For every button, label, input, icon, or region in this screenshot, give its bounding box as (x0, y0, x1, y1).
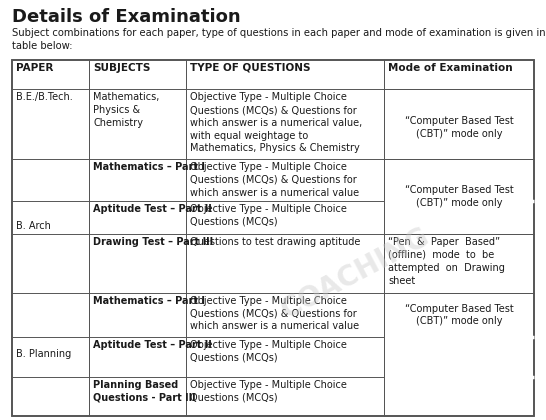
Text: Subject combinations for each paper, type of questions in each paper and mode of: Subject combinations for each paper, typ… (12, 28, 546, 51)
Text: SUBJECTS: SUBJECTS (93, 63, 151, 73)
Text: Mathematics – Part I: Mathematics – Part I (93, 162, 205, 172)
Text: COACHING: COACHING (276, 222, 434, 324)
Text: PAPER: PAPER (16, 63, 54, 73)
Text: Objective Type - Multiple Choice
Questions (MCQs): Objective Type - Multiple Choice Questio… (190, 204, 347, 227)
Text: “Computer Based Test
(CBT)” mode only: “Computer Based Test (CBT)” mode only (405, 304, 513, 326)
Text: B.E./B.Tech.: B.E./B.Tech. (16, 92, 73, 102)
Text: Questions to test drawing aptitude: Questions to test drawing aptitude (190, 237, 360, 247)
Text: “Computer Based Test
(CBT)” mode only: “Computer Based Test (CBT)” mode only (405, 116, 513, 139)
Text: B. Planning: B. Planning (16, 349, 71, 360)
Bar (12, 60, 534, 416)
Text: “Pen  &  Paper  Based”
(offline)  mode  to  be
attempted  on  Drawing
sheet: “Pen & Paper Based” (offline) mode to be… (388, 237, 505, 286)
Text: Objective Type - Multiple Choice
Questions (MCQs) & Questions for
which answer i: Objective Type - Multiple Choice Questio… (190, 162, 359, 198)
Text: Details of Examination: Details of Examination (12, 8, 241, 26)
Text: Mathematics – Part I: Mathematics – Part I (93, 296, 205, 306)
Text: Objective Type - Multiple Choice
Questions (MCQs): Objective Type - Multiple Choice Questio… (190, 340, 347, 363)
Text: Mode of Examination: Mode of Examination (388, 63, 513, 73)
Text: Objective Type - Multiple Choice
Questions (MCQs): Objective Type - Multiple Choice Questio… (190, 380, 347, 402)
Text: “Computer Based Test
(CBT)” mode only: “Computer Based Test (CBT)” mode only (405, 185, 513, 208)
Text: TYPE OF QUESTIONS: TYPE OF QUESTIONS (190, 63, 310, 73)
Text: Mathematics,
Physics &
Chemistry: Mathematics, Physics & Chemistry (93, 92, 159, 128)
Text: Aptitude Test – Part II: Aptitude Test – Part II (93, 204, 212, 214)
Text: Drawing Test – Part III: Drawing Test – Part III (93, 237, 213, 247)
Text: Objective Type - Multiple Choice
Questions (MCQs) & Questions for
which answer i: Objective Type - Multiple Choice Questio… (190, 296, 359, 331)
Text: Aptitude Test – Part II: Aptitude Test – Part II (93, 340, 212, 350)
Text: B. Arch: B. Arch (16, 221, 51, 231)
Bar (12, 60, 534, 416)
Text: Objective Type - Multiple Choice
Questions (MCQs) & Questions for
which answer i: Objective Type - Multiple Choice Questio… (190, 92, 362, 153)
Text: Planning Based
Questions - Part III: Planning Based Questions - Part III (93, 380, 196, 402)
